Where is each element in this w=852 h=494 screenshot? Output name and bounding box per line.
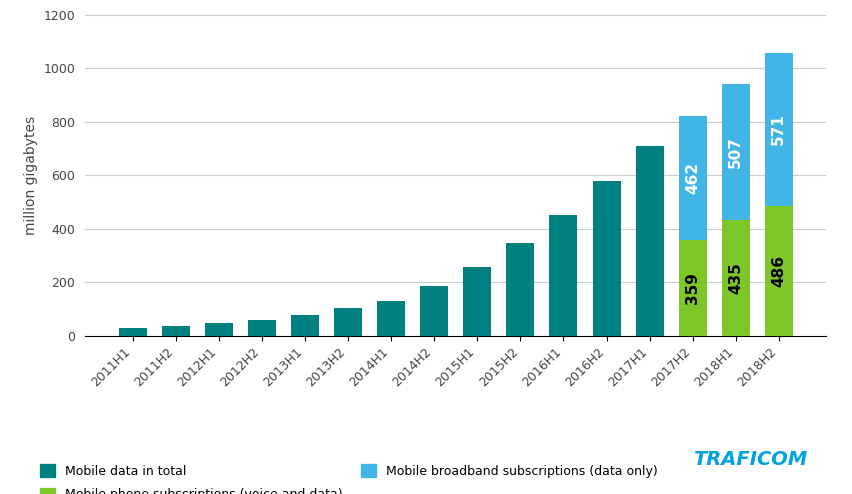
Bar [765,206,792,336]
Text: 435: 435 [728,262,743,293]
Bar [420,287,448,336]
Bar [550,215,578,336]
Bar [765,53,792,206]
Bar [722,219,750,336]
Bar [463,267,492,336]
Bar [636,146,664,336]
Bar [679,116,706,240]
Y-axis label: million gigabytes: million gigabytes [24,116,38,235]
Text: 359: 359 [685,272,700,304]
Text: TRAFICOM: TRAFICOM [693,450,807,469]
Legend: Mobile data in total, Mobile phone subscriptions (voice and data), Mobile broadb: Mobile data in total, Mobile phone subsc… [39,464,658,494]
Bar [334,308,362,336]
Bar [377,301,406,336]
Bar [722,84,750,219]
Bar [506,243,534,336]
Bar [119,329,147,336]
Bar [679,240,706,336]
Bar [592,181,620,336]
Bar [248,321,276,336]
Bar [205,323,233,336]
Bar [291,315,320,336]
Text: 462: 462 [685,162,700,194]
Text: 507: 507 [728,136,743,167]
Bar [162,326,190,336]
Text: 571: 571 [771,114,786,145]
Text: 486: 486 [771,255,786,287]
